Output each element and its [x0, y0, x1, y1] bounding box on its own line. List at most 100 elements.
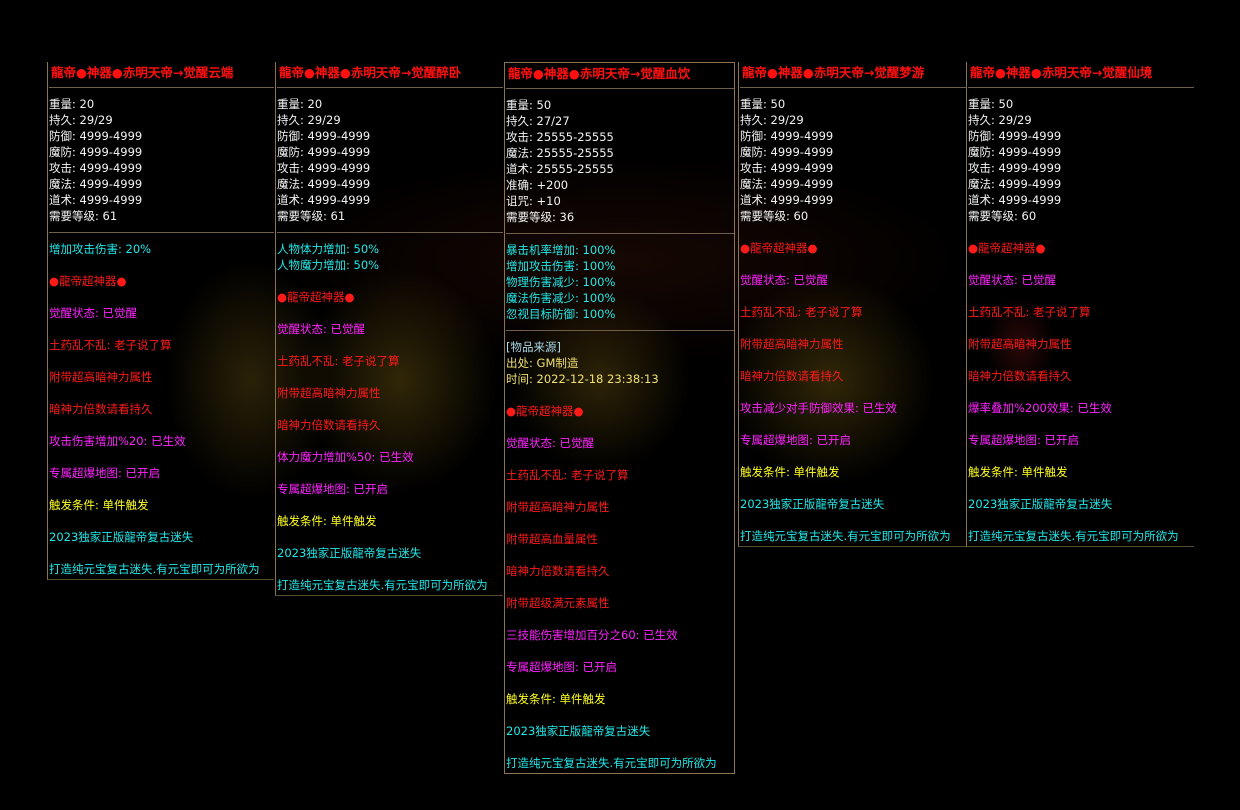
stat-line: 魔法: 4999-4999 — [968, 177, 1062, 191]
description-line: ●龍帝超神器● — [277, 290, 355, 304]
description-line: 专属超爆地图: 已开启 — [740, 433, 852, 447]
description-line: 附带超高暗神力属性 — [506, 500, 610, 514]
stat-line: 持久: 29/29 — [49, 113, 113, 127]
description-line: 攻击减少对手防御效果: 已生效 — [740, 401, 898, 415]
description-line: 觉醒状态: 已觉醒 — [968, 273, 1057, 287]
description-line: 附带超高暗神力属性 — [740, 337, 844, 351]
description-line: 2023独家正版龍帝复古迷失 — [277, 546, 422, 560]
stat-line: 需要等级: 60 — [740, 209, 809, 223]
attribute-line: 忽视目标防御: 100% — [506, 307, 616, 321]
stat-line: 防御: 4999-4999 — [740, 129, 834, 143]
source-origin: 出处: GM制造 — [506, 356, 579, 370]
item-title: 龍帝●神器●赤明天帝→觉醒梦游 — [742, 65, 925, 80]
description-line: 暗神力倍数请看持久 — [506, 564, 610, 578]
stat-line: 魔法: 25555-25555 — [506, 146, 614, 160]
stat-line: 防御: 4999-4999 — [968, 129, 1062, 143]
item-tooltip-panel: 龍帝●神器●赤明天帝→觉醒醉卧 重量: 20 持久: 29/29 防御: 4999-4… — [275, 62, 503, 596]
stat-line: 重量: 50 — [968, 97, 1014, 111]
stat-line: 需要等级: 36 — [506, 210, 575, 224]
item-title: 龍帝●神器●赤明天帝→觉醒云端 — [51, 65, 234, 80]
stat-line: 重量: 50 — [740, 97, 786, 111]
stat-line: 攻击: 4999-4999 — [740, 161, 834, 175]
stat-line: 魔防: 4999-4999 — [277, 145, 371, 159]
stat-line: 防御: 4999-4999 — [49, 129, 143, 143]
description-line: 打造纯元宝复古迷失.有元宝即可为所欲为 — [506, 756, 717, 770]
stat-line: 诅咒: +10 — [506, 194, 561, 208]
stat-line: 持久: 27/27 — [506, 114, 570, 128]
stat-line: 道术: 4999-4999 — [740, 193, 834, 207]
stat-line: 需要等级: 61 — [49, 209, 118, 223]
description-line: 觉醒状态: 已觉醒 — [49, 306, 138, 320]
description-line: 爆率叠加%200效果: 已生效 — [968, 401, 1112, 415]
description-line: 触发条件: 单件触发 — [740, 465, 840, 479]
description-line: ●龍帝超神器● — [740, 241, 818, 255]
item-title: 龍帝●神器●赤明天帝→觉醒仙境 — [970, 65, 1153, 80]
stat-line: 重量: 50 — [506, 98, 552, 112]
description-line: 打造纯元宝复古迷失.有元宝即可为所欲为 — [968, 529, 1179, 543]
description-line: 附带超高暗神力属性 — [277, 386, 381, 400]
stat-line: 重量: 20 — [277, 97, 323, 111]
stat-line: 持久: 29/29 — [968, 113, 1032, 127]
item-tooltip-panel: 龍帝●神器●赤明天帝→觉醒梦游 重量: 50 持久: 29/29 防御: 4999-4… — [738, 62, 966, 547]
stat-line: 道术: 4999-4999 — [968, 193, 1062, 207]
divider — [277, 87, 503, 88]
description-line: 专属超爆地图: 已开启 — [49, 466, 161, 480]
description-line: 2023独家正版龍帝复古迷失 — [740, 497, 885, 511]
description-line: 打造纯元宝复古迷失.有元宝即可为所欲为 — [277, 578, 488, 592]
item-tooltip-panel: 龍帝●神器●赤明天帝→觉醒云端 重量: 20 持久: 29/29 防御: 4999-4… — [47, 62, 274, 580]
stat-line: 攻击: 25555-25555 — [506, 130, 614, 144]
stat-line: 准确: +200 — [506, 178, 569, 192]
description-line: 暗神力倍数请看持久 — [277, 418, 381, 432]
stat-line: 魔法: 4999-4999 — [49, 177, 143, 191]
description-line: 土药乱不乱: 老子说了算 — [740, 305, 863, 319]
divider — [49, 232, 274, 233]
attribute-line: 魔法伤害减少: 100% — [506, 291, 616, 305]
description-line: 附带超高暗神力属性 — [49, 370, 153, 384]
attribute-line: 暴击机率增加: 100% — [506, 243, 616, 257]
stat-line: 魔法: 4999-4999 — [277, 177, 371, 191]
stat-line: 持久: 29/29 — [277, 113, 341, 127]
source-heading: [物品来源] — [506, 340, 561, 354]
description-line: 专属超爆地图: 已开启 — [968, 433, 1080, 447]
divider — [740, 87, 966, 88]
stat-line: 攻击: 4999-4999 — [49, 161, 143, 175]
description-line: ●龍帝超神器● — [506, 404, 584, 418]
divider — [968, 87, 1194, 88]
description-line: ●龍帝超神器● — [968, 241, 1046, 255]
attribute-line: 人物体力增加: 50% — [277, 242, 380, 256]
stat-line: 需要等级: 60 — [968, 209, 1037, 223]
description-line: 土药乱不乱: 老子说了算 — [968, 305, 1091, 319]
stat-line: 道术: 25555-25555 — [506, 162, 614, 176]
description-line: 专属超爆地图: 已开启 — [506, 660, 618, 674]
source-time: 时间: 2022-12-18 23:38:13 — [506, 372, 659, 386]
stat-line: 攻击: 4999-4999 — [277, 161, 371, 175]
item-tooltip-panel: 龍帝●神器●赤明天帝→觉醒血饮 重量: 50 持久: 27/27 攻击: 25555-… — [504, 62, 735, 774]
description-line: 土药乱不乱: 老子说了算 — [277, 354, 400, 368]
item-tooltip-panel: 龍帝●神器●赤明天帝→觉醒仙境 重量: 50 持久: 29/29 防御: 4999-4… — [966, 62, 1194, 547]
divider — [49, 87, 274, 88]
attribute-line: 增加攻击伤害: 100% — [506, 259, 616, 273]
stat-line: 攻击: 4999-4999 — [968, 161, 1062, 175]
description-line: 2023独家正版龍帝复古迷失 — [49, 530, 194, 544]
description-line: 觉醒状态: 已觉醒 — [740, 273, 829, 287]
description-line: 附带超级满元素属性 — [506, 596, 610, 610]
description-line: 土药乱不乱: 老子说了算 — [49, 338, 172, 352]
stat-line: 魔防: 4999-4999 — [49, 145, 143, 159]
item-title: 龍帝●神器●赤明天帝→觉醒血饮 — [508, 66, 691, 81]
description-line: 暗神力倍数请看持久 — [968, 369, 1072, 383]
description-line: 打造纯元宝复古迷失.有元宝即可为所欲为 — [49, 562, 260, 576]
stat-line: 道术: 4999-4999 — [49, 193, 143, 207]
description-line: 暗神力倍数请看持久 — [740, 369, 844, 383]
description-line: 体力魔力增加%50: 已生效 — [277, 450, 414, 464]
description-line: 附带超高暗神力属性 — [968, 337, 1072, 351]
description-line: ●龍帝超神器● — [49, 274, 127, 288]
stat-line: 防御: 4999-4999 — [277, 129, 371, 143]
divider — [506, 233, 734, 234]
stat-line: 道术: 4999-4999 — [277, 193, 371, 207]
description-line: 土药乱不乱: 老子说了算 — [506, 468, 629, 482]
description-line: 2023独家正版龍帝复古迷失 — [968, 497, 1113, 511]
description-line: 触发条件: 单件触发 — [968, 465, 1068, 479]
item-title: 龍帝●神器●赤明天帝→觉醒醉卧 — [279, 65, 462, 80]
description-line: 触发条件: 单件触发 — [506, 692, 606, 706]
